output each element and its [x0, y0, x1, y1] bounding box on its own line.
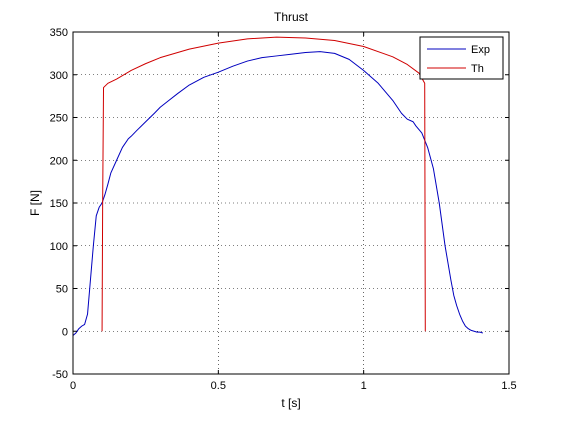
x-tick-label: 0: [70, 380, 76, 392]
x-tick-label: 1: [361, 380, 367, 392]
grid: [73, 32, 509, 374]
legend-box: [419, 36, 504, 80]
chart-title: Thrust: [274, 10, 309, 24]
legend-label-exp: Exp: [471, 44, 490, 56]
series-line-th: [101, 36, 426, 332]
y-tick-label: 50: [56, 284, 68, 296]
y-tick-label: 150: [50, 198, 68, 210]
legend: Exp Th: [419, 36, 504, 80]
y-axis-label: F [N]: [28, 190, 42, 216]
x-tick-label: 0.5: [211, 380, 226, 392]
y-tick-label: -50: [52, 369, 68, 381]
series-layer: [72, 36, 483, 336]
y-tick-label: 100: [50, 241, 68, 253]
x-tick-label: 1.5: [501, 380, 516, 392]
series-line-exp: [72, 51, 483, 336]
y-tick-label: 300: [50, 70, 68, 82]
y-tick-label: 0: [62, 326, 68, 338]
y-tick-label: 200: [50, 155, 68, 167]
y-tick-label: 350: [50, 27, 68, 39]
legend-label-th: Th: [471, 63, 484, 75]
x-axis-label: t [s]: [281, 396, 300, 410]
y-tick-label: 250: [50, 113, 68, 125]
plot-area: [73, 32, 509, 374]
